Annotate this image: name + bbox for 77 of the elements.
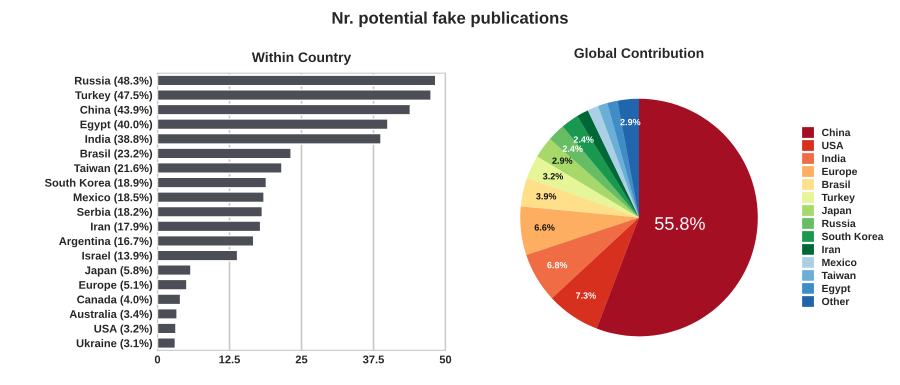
y-tick-label: Japan (5.8%) (84, 266, 152, 276)
data-label: 55.8% (655, 217, 705, 230)
y-tick-label: Israel (13.9%) (82, 251, 152, 262)
y-tick-label: China (43.9%) (80, 106, 152, 116)
bar (158, 264, 192, 276)
data-label: 2.9% (552, 157, 572, 164)
y-tick-label: Turkey (47.5%) (75, 91, 152, 102)
y-tick-label: Australia (3.4%) (70, 310, 152, 320)
legend-label: Iran (822, 246, 840, 254)
y-tick-label: Russia (48.3%) (74, 76, 152, 87)
bar (158, 74, 436, 86)
y-tick-label: USA (3.2%) (94, 324, 152, 335)
data-label: 3.2% (542, 173, 564, 180)
data-label: 6.8% (547, 262, 568, 268)
chart-subtitle: Within Country (252, 52, 352, 65)
legend-label: Mexico (822, 258, 856, 266)
x-tick-label: 25 (296, 356, 308, 364)
bar (158, 118, 389, 130)
data-label: 2.4% (574, 136, 594, 143)
legend-label: Europe (822, 168, 858, 178)
bar (158, 132, 382, 145)
chart-title: Nr. potential fake publications (332, 12, 568, 28)
y-tick-label: India (38.8%) (85, 134, 152, 146)
y-tick-label: South Korea (18.9%) (44, 178, 152, 189)
legend-label: USA (822, 142, 844, 150)
bar (158, 322, 177, 334)
x-tick-label: 50 (440, 356, 452, 364)
x-tick-label: 37.5 (362, 356, 384, 364)
legend-label: Russia (822, 219, 856, 228)
bar (158, 176, 268, 189)
pie-slice (526, 156, 639, 218)
legend-label: Taiwan (822, 271, 856, 280)
bar (158, 234, 254, 247)
y-tick-label: Mexico (18.5%) (74, 193, 152, 204)
bar (158, 162, 283, 174)
bar (158, 220, 262, 232)
y-tick-label: Taiwan (21.6%) (74, 164, 152, 174)
pie-slice (596, 98, 758, 336)
pie-slice (520, 206, 639, 255)
legend-label: Brasil (822, 180, 850, 188)
legend-label: Turkey (822, 193, 855, 204)
x-tick-label: 0 (154, 356, 160, 364)
bar (158, 337, 176, 349)
pie-slice (520, 178, 639, 218)
bar (158, 89, 432, 101)
legend-label: China (822, 128, 851, 136)
legend-label: Japan (822, 206, 852, 216)
y-tick-label: Ukraine (3.1%) (76, 339, 152, 350)
pie-slice (617, 98, 639, 218)
data-label: 6.6% (534, 224, 555, 231)
x-tick-label: 12.5 (219, 356, 240, 364)
bar (158, 293, 182, 306)
y-tick-label: Argentina (16.7%) (59, 236, 152, 248)
legend-label: Other (822, 298, 850, 306)
y-tick-label: Serbia (18.2%) (77, 208, 152, 218)
bar (158, 278, 188, 291)
data-label: 3.9% (536, 193, 556, 200)
bar (158, 206, 264, 218)
pie-slice (598, 103, 639, 218)
bar (158, 191, 265, 204)
y-tick-label: Canada (4.0%) (77, 295, 152, 306)
chart-title: Global Contribution (574, 48, 704, 58)
y-tick-label: Europe (5.1%) (79, 280, 152, 292)
y-tick-label: Egypt (40.0%) (80, 120, 152, 131)
y-tick-label: Brasil (23.2%) (80, 149, 152, 160)
legend-label: India (822, 154, 846, 162)
legend-label: South Korea (822, 232, 884, 240)
bar (158, 104, 412, 116)
data-label: 2.4% (562, 146, 583, 152)
legend-label: Egypt (822, 284, 850, 294)
pie-slice (607, 100, 639, 218)
bar (158, 250, 238, 262)
pie-slice (526, 218, 639, 298)
data-label: 7.3% (576, 292, 596, 299)
bar (158, 308, 178, 320)
y-tick-label: Iran (17.9%) (91, 222, 152, 233)
bar (158, 147, 292, 160)
